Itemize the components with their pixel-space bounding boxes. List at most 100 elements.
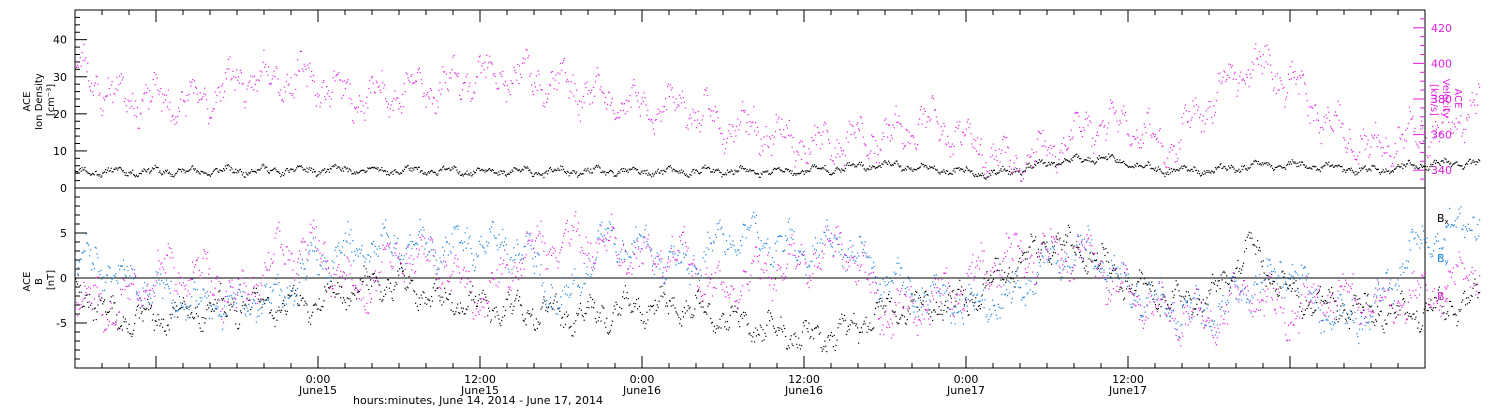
density-point [1360,167,1363,169]
density-point [1170,167,1173,170]
density-point [1188,170,1190,172]
velocity-point [197,101,199,104]
by-point [276,283,278,285]
velocity-point [1006,146,1009,148]
velocity-point [138,127,140,129]
bx-point [1315,309,1317,311]
by-point [335,246,337,249]
bx-point [1368,305,1370,307]
velocity-point [309,62,311,64]
density-point [1377,168,1380,170]
density-point [397,171,399,174]
velocity-point [725,148,727,150]
bx-point [427,298,429,300]
velocity-point [630,106,632,108]
velocity-point [642,101,644,103]
velocity-point [89,90,92,92]
density-point [271,169,273,172]
bx-point [257,298,259,300]
velocity-point [224,72,227,74]
by-point [195,300,198,302]
bx-point [1031,235,1033,238]
velocity-point [751,122,753,124]
density-point [670,167,672,169]
velocity-point [741,101,744,103]
bx-point [402,270,405,272]
bx-point [1238,270,1240,273]
velocity-point [223,90,226,93]
bx-point [852,322,854,324]
velocity-point [1073,120,1075,122]
density-point [195,171,198,173]
bx-point [750,334,752,337]
velocity-point [455,73,457,75]
bx-point [1109,276,1112,278]
bx-point [685,300,687,302]
density-point [95,170,97,173]
velocity-point [1168,167,1170,169]
density-point [829,173,832,175]
bx-point [1360,303,1362,305]
velocity-point [430,89,433,92]
bx-point [860,327,863,329]
by-point [99,274,101,276]
density-point [403,168,405,170]
density-point [579,172,582,175]
by-point [147,294,149,296]
by-point [271,290,273,293]
density-point [1211,170,1213,172]
velocity-point [439,82,441,84]
bx-point [75,281,78,283]
bx-point [915,290,917,292]
density-point [429,170,432,173]
velocity-point [1409,111,1411,113]
density-point [101,175,103,177]
density-point [1460,165,1462,167]
bx-point [813,338,815,340]
bx-point [149,307,152,310]
density-point [1227,168,1229,171]
bx-point [778,329,780,331]
bx-point [748,333,750,335]
bx-point [357,290,360,292]
velocity-point [1147,111,1149,113]
velocity-point [261,71,263,73]
velocity-point [383,87,385,89]
velocity-point [769,138,772,140]
velocity-point [1238,82,1240,84]
velocity-point [608,92,611,94]
density-point [1453,163,1455,165]
density-point [93,174,95,176]
density-point [1115,161,1117,163]
density-point [1341,166,1343,168]
bx-point [858,342,860,344]
velocity-point [1353,155,1355,157]
bx-point [374,280,376,282]
density-point [782,171,784,173]
by-point [278,282,280,284]
by-point [279,294,281,296]
density-point [718,170,720,172]
bx-point [1316,302,1318,304]
density-point [1318,169,1321,171]
velocity-point [908,131,910,133]
velocity-point [889,140,892,142]
bx-point [550,306,553,308]
velocity-point [617,112,619,114]
by-point [220,316,222,318]
bx-point [911,293,913,295]
density-point [471,175,473,177]
bx-point [1057,232,1059,234]
density-point [92,173,94,175]
bx-point [328,287,331,289]
bx-point [693,314,695,317]
bx-point [1254,245,1256,247]
bx-point [840,323,842,325]
bx-point [229,309,231,311]
by-point [84,250,86,252]
bx-point [897,323,899,325]
density-point [586,169,588,171]
velocity-point [200,98,202,100]
bx-point [502,316,504,318]
velocity-point [152,78,154,81]
